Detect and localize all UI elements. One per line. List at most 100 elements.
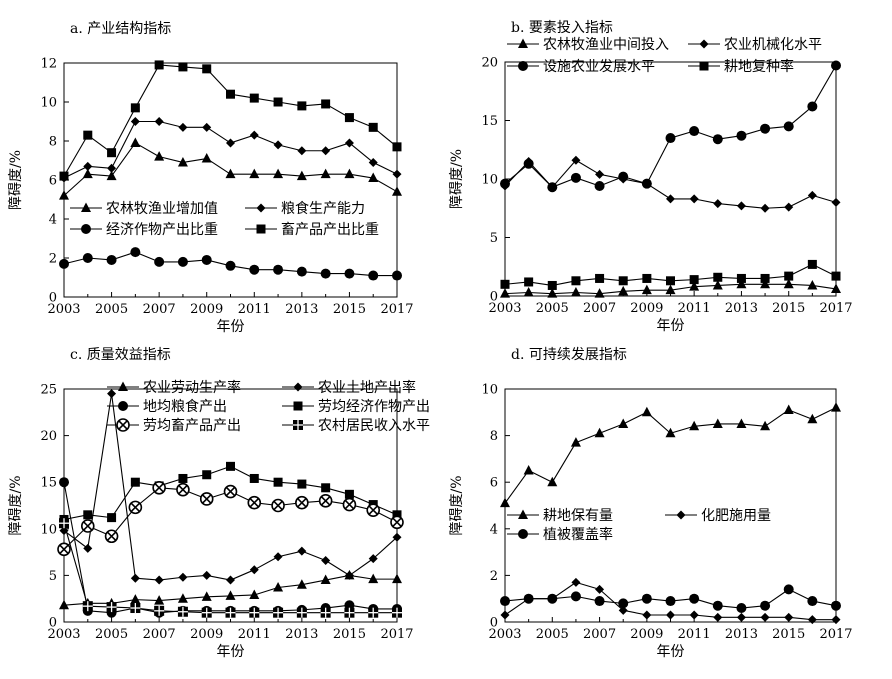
data-point	[783, 121, 794, 132]
legend-marker	[81, 202, 91, 212]
x-tick-label: 2015	[333, 302, 366, 317]
data-point	[226, 575, 235, 585]
data-point	[296, 266, 307, 277]
legend-entry: 化肥施用量	[665, 508, 771, 524]
data-point	[392, 186, 402, 196]
data-point	[783, 278, 794, 289]
x-axis-label: 年份	[657, 318, 685, 334]
legend-entry: 耕地复种率	[688, 58, 794, 75]
data-point	[344, 489, 354, 499]
data-point	[618, 171, 629, 182]
y-tick-label: 0	[490, 290, 498, 305]
data-point	[641, 284, 652, 295]
data-point	[736, 273, 746, 283]
series-square	[59, 60, 402, 181]
legend-entry: 耕地保有量	[507, 507, 613, 524]
data-point	[226, 138, 235, 148]
data-point	[500, 497, 510, 508]
legend-label: 设施农业发展水平	[543, 59, 655, 75]
legend-entry: 植被覆盖率	[507, 526, 613, 543]
data-point	[547, 476, 558, 487]
data-point	[296, 170, 307, 181]
data-point	[202, 122, 212, 132]
legend-label: 农业劳动生产率	[143, 379, 241, 396]
x-tick-label: 2017	[380, 302, 413, 317]
data-point	[225, 168, 236, 179]
legend-label: 畜产品产出比重	[281, 222, 379, 238]
data-point	[368, 122, 378, 132]
data-point	[666, 276, 675, 286]
data-point	[736, 278, 747, 289]
data-point	[249, 130, 259, 140]
data-point	[107, 148, 117, 158]
legend-label: 农业土地产出率	[318, 379, 416, 396]
data-point	[594, 427, 605, 438]
data-point	[392, 169, 402, 179]
legend-entry: 农村居民收入水平	[282, 418, 430, 434]
data-point	[665, 284, 676, 295]
data-point	[736, 603, 747, 614]
data-point	[154, 151, 165, 161]
data-point	[82, 253, 93, 263]
data-point	[226, 89, 235, 99]
data-point	[595, 584, 605, 594]
data-point	[297, 101, 307, 111]
series-circle	[59, 247, 402, 281]
data-point	[713, 272, 723, 282]
data-point	[80, 519, 95, 533]
y-tick-label: 4	[49, 213, 57, 228]
data-point	[106, 254, 117, 265]
x-tick-label: 2015	[333, 627, 366, 642]
y-tick-label: 0	[49, 291, 57, 306]
data-point	[712, 600, 723, 611]
data-point	[368, 270, 379, 281]
data-point	[107, 389, 117, 399]
legend-label: 农村居民收入水平	[318, 418, 430, 434]
chart-panel-3: 2003 2005 2007 2009 2011 2013 2015 2017 0 5 10 15 20…	[8, 347, 430, 660]
data-point	[547, 288, 558, 298]
data-point	[642, 610, 652, 620]
data-point	[154, 60, 164, 70]
data-point	[296, 579, 307, 589]
data-point	[344, 113, 354, 123]
data-point	[178, 122, 188, 132]
legend-entry: 设施农业发展水平	[507, 59, 655, 75]
data-point	[154, 575, 164, 585]
data-point	[570, 286, 581, 297]
data-point	[320, 268, 331, 279]
data-point	[807, 279, 818, 290]
data-point	[641, 178, 652, 189]
data-point	[202, 64, 212, 74]
x-tick-label: 2017	[819, 627, 852, 642]
x-tick-label: 2003	[488, 301, 521, 316]
data-point	[524, 277, 534, 287]
data-point	[297, 479, 307, 489]
series-xcircle	[57, 480, 404, 557]
data-point	[107, 163, 117, 173]
data-point	[273, 97, 283, 107]
legend-marker	[518, 61, 528, 71]
data-point	[500, 279, 510, 289]
y-tick-label: 15	[40, 476, 57, 491]
data-point	[523, 465, 534, 475]
data-point	[618, 418, 629, 428]
legend-marker	[293, 420, 303, 430]
legend-marker	[518, 509, 528, 519]
data-point	[177, 256, 188, 267]
legend-label: 植被覆盖率	[543, 526, 613, 543]
chart-title: a. 产业结构指标	[70, 21, 171, 37]
data-point	[392, 270, 402, 281]
data-point	[83, 510, 93, 520]
series-diamond	[59, 117, 402, 183]
legend-marker	[116, 418, 130, 432]
data-point	[273, 582, 284, 592]
data-point	[831, 271, 841, 281]
data-point	[760, 273, 770, 283]
data-point	[297, 546, 307, 556]
data-point	[760, 278, 771, 289]
x-tick-label: 2017	[819, 301, 852, 316]
data-point	[107, 513, 117, 523]
legend-label: 农林牧渔业增加值	[106, 201, 218, 217]
data-point	[807, 413, 818, 424]
